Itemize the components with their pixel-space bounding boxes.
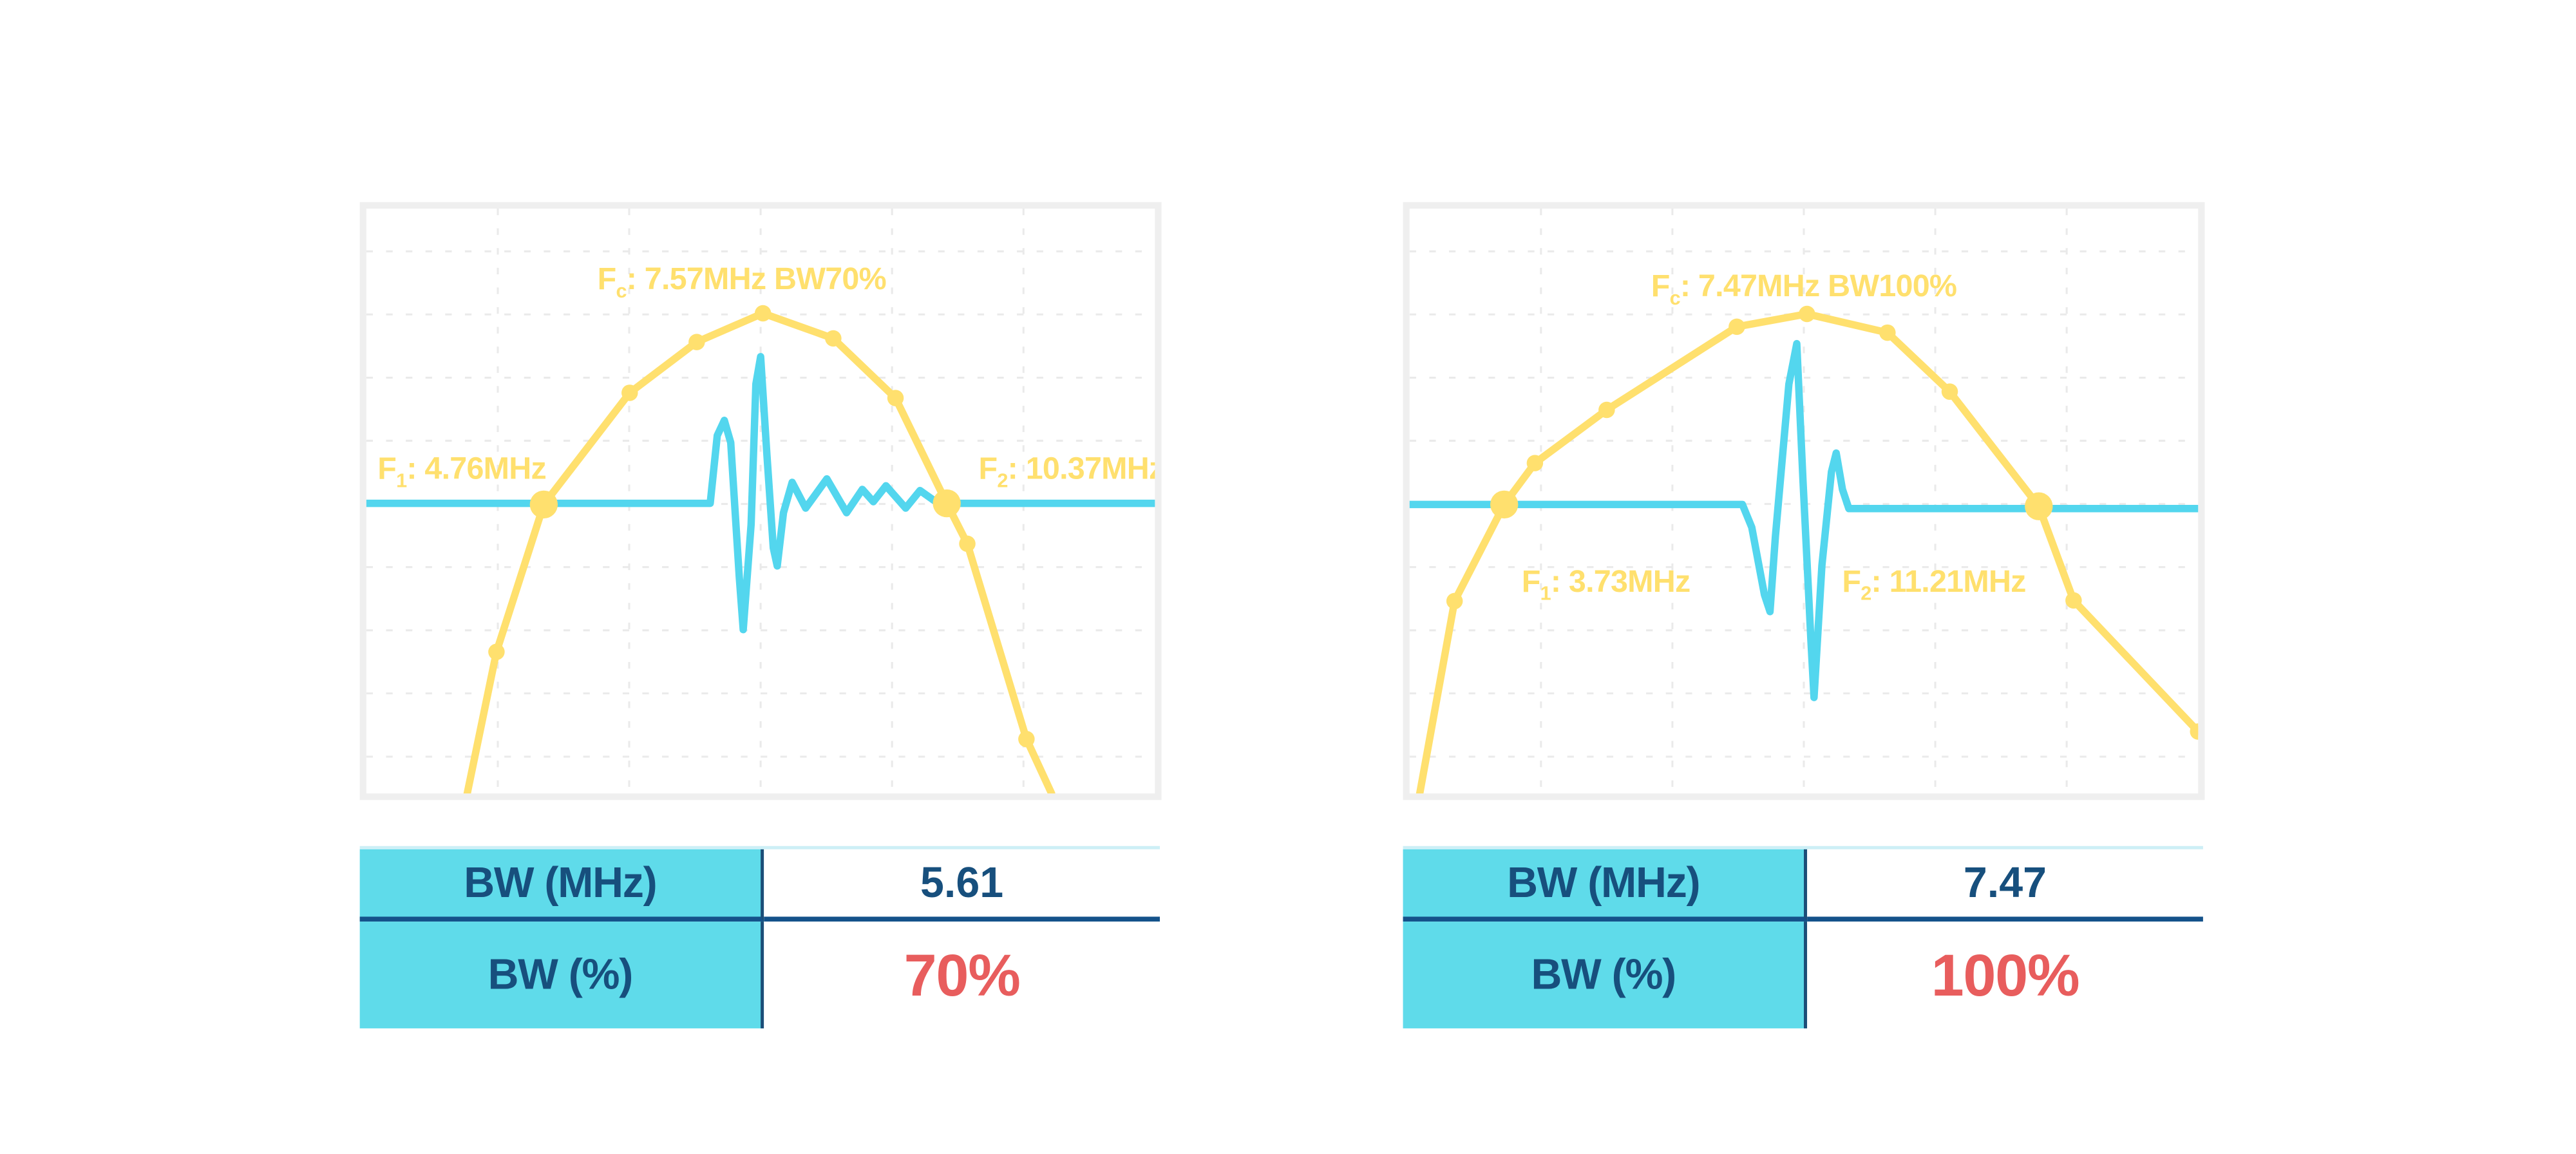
table-header-bw-mhz: BW (MHz) — [1403, 849, 1808, 922]
right-fc-bandwidth-label: Fc: 7.47MHz BW100% — [1651, 269, 1956, 309]
left-pulse-spectrum-chart: Fc: 7.57MHz BW70% F1: 4.76MHz F2: 10.37M… — [359, 202, 1162, 800]
frequency-marker-dot — [959, 535, 976, 553]
bw-pct-value: 100% — [1931, 940, 2080, 1008]
frequency-marker-dot — [1526, 455, 1544, 471]
left-f2-label: F2: 10.37MHz — [979, 451, 1155, 492]
bw-mhz-label: BW (MHz) — [464, 857, 658, 907]
right-pulse-spectrum-chart: Fc: 7.47MHz BW100% F1: 3.73MHz F2: 11.21… — [1403, 202, 2205, 800]
frequency-marker-dot-large — [1490, 490, 1519, 519]
right-f2-label: F2: 11.21MHz — [1842, 564, 2025, 605]
frequency-marker-dot — [488, 643, 505, 660]
table-value-bw-mhz: 5.61 — [764, 849, 1160, 922]
table-value-bw-pct: 100% — [1807, 922, 2203, 1028]
frequency-marker-dot — [1598, 401, 1615, 419]
table-header-bw-mhz: BW (MHz) — [359, 849, 764, 922]
right-chart-svg: Fc: 7.47MHz BW100% F1: 3.73MHz F2: 11.21… — [1409, 208, 2199, 794]
table-header-bw-pct: BW (%) — [1403, 922, 1808, 1028]
right-bandwidth-table: BW (MHz) 7.47 BW (%) 100% — [1403, 846, 2203, 1028]
frequency-marker-dot — [688, 334, 705, 350]
pulse-waveform — [366, 353, 1155, 634]
frequency-marker-dot — [2190, 723, 2199, 740]
left-f1-label: F1: 4.76MHz — [377, 451, 546, 492]
frequency-marker-dot — [1799, 305, 1815, 323]
frequency-marker-dot — [1446, 592, 1463, 610]
frequency-marker-dot — [621, 384, 638, 401]
frequency-marker-dot — [1728, 318, 1745, 336]
table-value-bw-mhz: 7.47 — [1807, 849, 2203, 922]
frequency-marker-dot — [1018, 730, 1035, 748]
frequency-marker-dot-large — [933, 489, 961, 518]
bw-pct-label: BW (%) — [488, 949, 634, 999]
left-chart-svg: Fc: 7.57MHz BW70% F1: 4.76MHz F2: 10.37M… — [366, 208, 1155, 794]
right-f1-label: F1: 3.73MHz — [1522, 564, 1690, 605]
frequency-marker-dot — [754, 305, 772, 322]
frequency-marker-dot-large — [2025, 492, 2053, 520]
table-header-bw-pct: BW (%) — [359, 922, 764, 1028]
bw-pct-value: 70% — [904, 940, 1021, 1008]
frequency-marker-dot — [887, 390, 904, 406]
pulse-waveform — [1409, 339, 2199, 701]
bw-mhz-value: 7.47 — [1963, 857, 2047, 907]
left-fc-bandwidth-label: Fc: 7.57MHz BW70% — [598, 261, 886, 302]
bw-mhz-label: BW (MHz) — [1507, 857, 1701, 907]
frequency-marker-dot — [1879, 324, 1896, 341]
frequency-marker-dot — [825, 330, 842, 347]
left-bandwidth-table: BW (MHz) 5.61 BW (%) 70% — [359, 846, 1160, 1028]
bw-pct-label: BW (%) — [1531, 949, 1677, 999]
bw-mhz-value: 5.61 — [920, 857, 1004, 907]
frequency-marker-dot — [2065, 592, 2082, 609]
spectrum-curve — [463, 309, 1056, 794]
frequency-marker-dot — [1941, 383, 1958, 400]
spectrum-curve — [1416, 310, 2199, 794]
frequency-marker-dot-large — [529, 490, 558, 519]
table-value-bw-pct: 70% — [764, 922, 1160, 1028]
